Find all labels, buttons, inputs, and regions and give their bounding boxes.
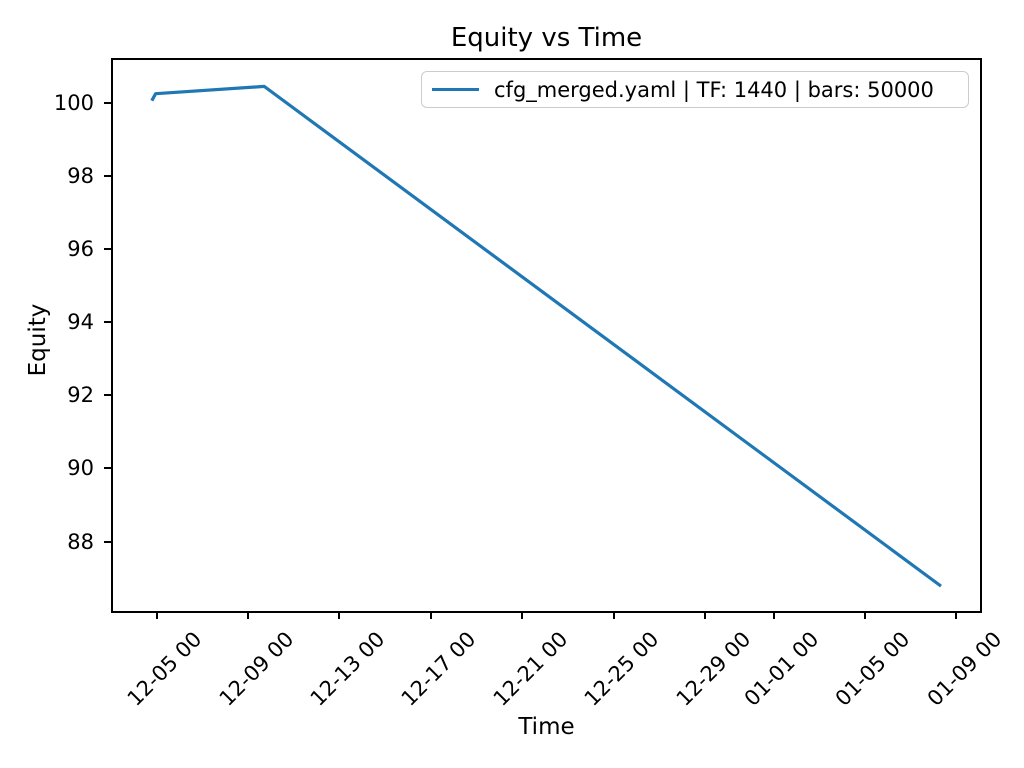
y-tick-mark — [104, 394, 111, 397]
x-tick-label: 01-05 00 — [831, 627, 915, 711]
plot-area — [111, 58, 982, 613]
x-tick-mark — [247, 612, 249, 619]
equity-line — [150, 84, 942, 588]
x-tick-mark — [155, 612, 158, 619]
y-tick-mark — [104, 467, 111, 470]
x-tick-label: 12-17 00 — [397, 627, 481, 711]
chart-title: Equity vs Time — [450, 23, 643, 53]
y-tick-mark — [104, 321, 111, 324]
x-tick-mark — [429, 612, 432, 619]
legend-line-sample — [432, 87, 479, 92]
x-tick-mark — [612, 612, 615, 619]
y-tick-label: 88 — [67, 529, 94, 554]
x-tick-label: 12-21 00 — [488, 627, 573, 711]
x-tick-label: 01-09 00 — [922, 627, 1007, 711]
x-tick-label: 12-05 00 — [122, 627, 207, 711]
y-tick-label: 98 — [67, 164, 94, 188]
x-tick-label: 12-25 00 — [579, 627, 664, 711]
y-tick-label: 94 — [67, 310, 94, 335]
x-tick-label: 12-13 00 — [305, 627, 390, 711]
x-tick-mark — [704, 612, 706, 619]
y-tick-label: 92 — [67, 383, 94, 408]
legend-label: cfg_merged.yaml | TF: 1440 | bars: 50000 — [494, 77, 934, 102]
y-tick-mark — [104, 175, 111, 177]
y-tick-label: 96 — [67, 237, 94, 262]
x-tick-mark — [955, 612, 958, 619]
y-tick-label: 90 — [67, 456, 94, 481]
x-tick-label: 01-01 00 — [739, 627, 824, 711]
x-tick-mark — [772, 612, 775, 619]
x-tick-label: 12-29 00 — [671, 627, 755, 711]
x-tick-mark — [863, 612, 866, 619]
y-tick-mark — [104, 540, 111, 543]
x-axis-label: Time — [518, 714, 575, 740]
equity-line-layer — [150, 84, 942, 588]
y-tick-mark — [104, 101, 111, 104]
x-tick-label: 12-09 00 — [214, 627, 298, 711]
legend: cfg_merged.yaml | TF: 1440 | bars: 50000 — [421, 71, 969, 108]
x-tick-mark — [338, 612, 341, 619]
y-tick-mark — [104, 248, 111, 251]
y-tick-label: 100 — [53, 90, 94, 115]
x-tick-mark — [521, 612, 524, 619]
